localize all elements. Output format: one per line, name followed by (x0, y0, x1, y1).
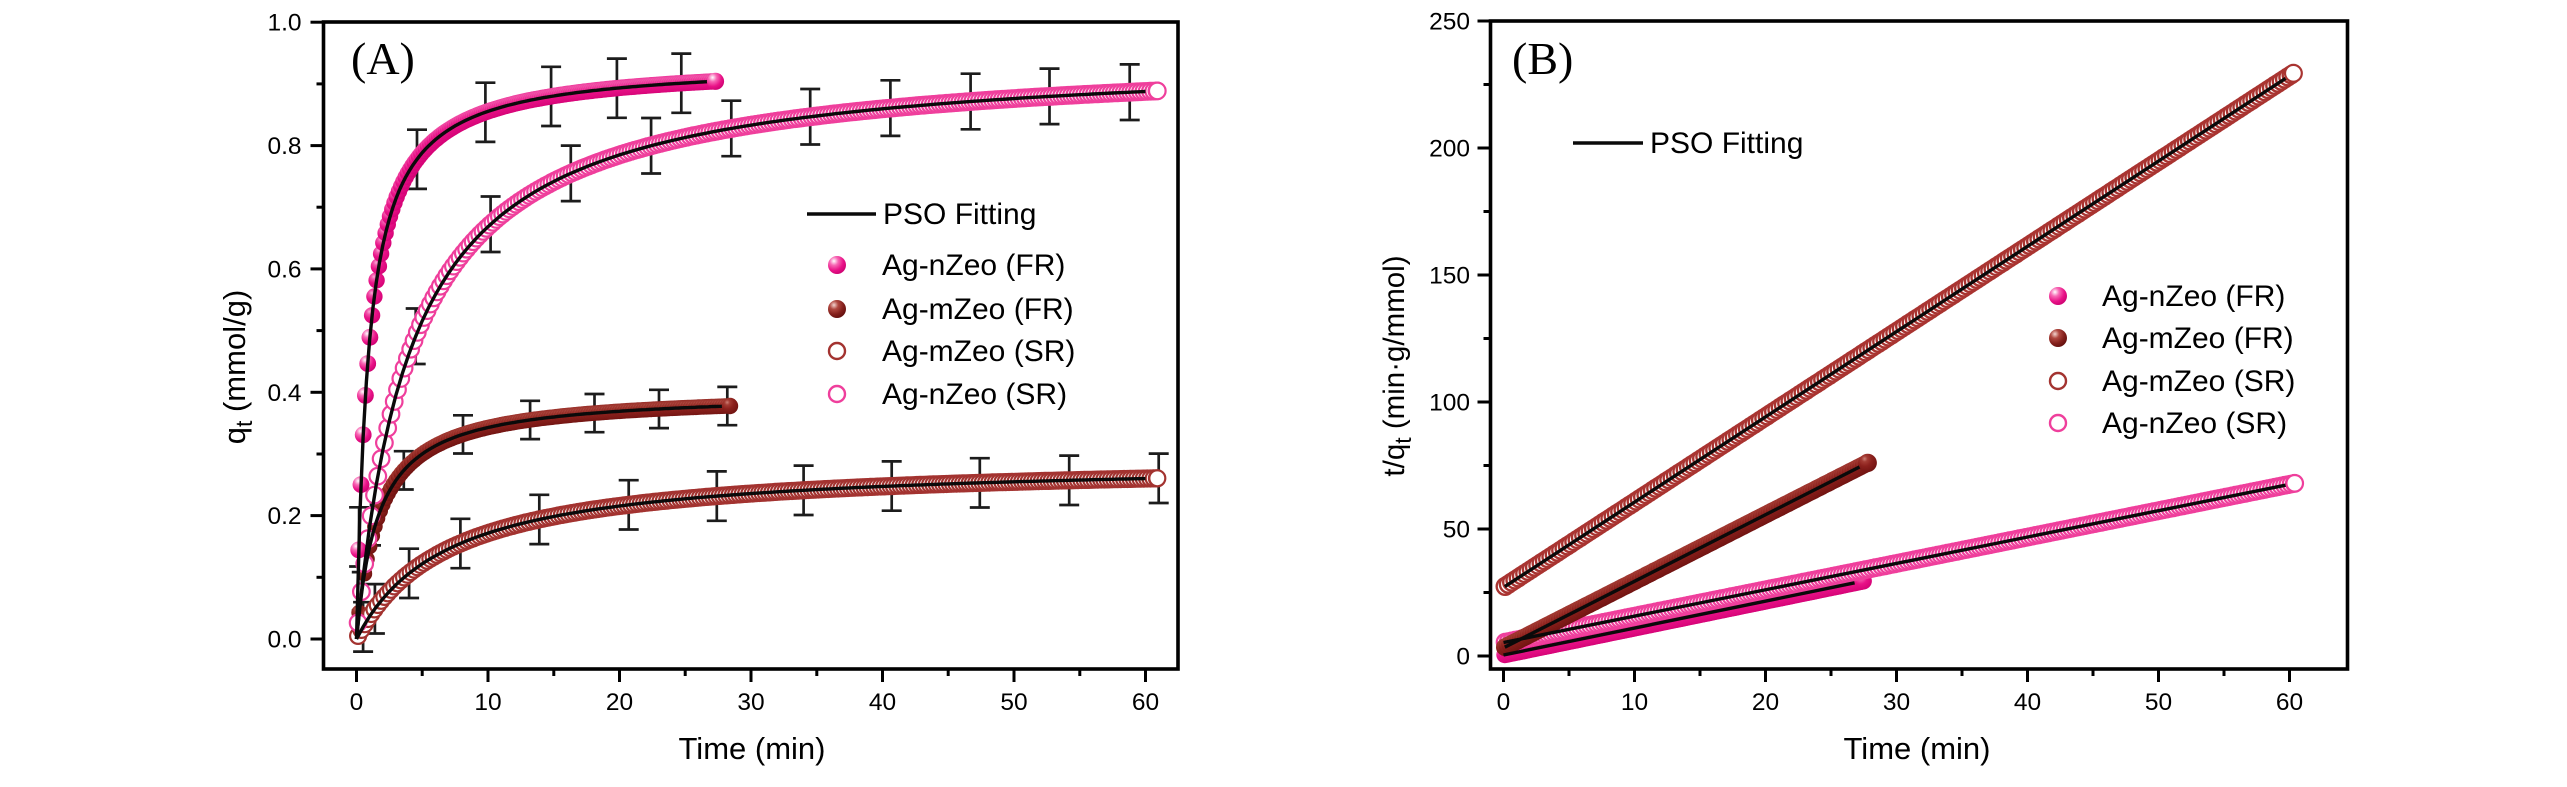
svg-text:40: 40 (2014, 689, 2041, 716)
svg-text:60: 60 (2276, 689, 2303, 716)
svg-text:Ag-nZeo (FR): Ag-nZeo (FR) (2102, 280, 2285, 313)
svg-text:0.8: 0.8 (267, 133, 301, 160)
svg-text:Ag-nZeo (FR): Ag-nZeo (FR) (882, 249, 1065, 282)
svg-text:0.2: 0.2 (267, 503, 301, 530)
svg-text:200: 200 (1429, 136, 1470, 163)
svg-text:Ag-mZeo (FR): Ag-mZeo (FR) (882, 293, 1074, 326)
svg-text:0: 0 (1456, 644, 1470, 671)
svg-text:Ag-nZeo (SR): Ag-nZeo (SR) (882, 378, 1067, 411)
svg-text:0.6: 0.6 (267, 256, 301, 283)
svg-text:20: 20 (606, 689, 633, 716)
svg-text:60: 60 (1132, 689, 1159, 716)
svg-text:Ag-nZeo (SR): Ag-nZeo (SR) (2102, 407, 2287, 440)
svg-text:Time (min): Time (min) (1844, 731, 1991, 766)
svg-text:250: 250 (1429, 9, 1470, 36)
svg-text:20: 20 (1752, 689, 1779, 716)
svg-text:30: 30 (1883, 689, 1910, 716)
svg-text:0.0: 0.0 (267, 627, 301, 654)
svg-text:Ag-mZeo (SR): Ag-mZeo (SR) (882, 335, 1075, 368)
svg-text:Ag-mZeo (FR): Ag-mZeo (FR) (2102, 322, 2294, 355)
svg-text:100: 100 (1429, 390, 1470, 417)
svg-text:(B): (B) (1512, 33, 1573, 84)
svg-text:0: 0 (1497, 689, 1511, 716)
svg-text:Ag-mZeo (SR): Ag-mZeo (SR) (2102, 365, 2295, 398)
svg-text:qt (mmol/g): qt (mmol/g) (217, 290, 257, 445)
svg-text:Time (min): Time (min) (679, 731, 826, 766)
svg-text:40: 40 (869, 689, 896, 716)
svg-text:1.0: 1.0 (267, 10, 301, 37)
svg-text:(A): (A) (351, 33, 415, 84)
svg-text:50: 50 (1443, 517, 1470, 544)
svg-text:10: 10 (474, 689, 501, 716)
svg-text:PSO Fitting: PSO Fitting (883, 198, 1036, 231)
svg-text:50: 50 (1000, 689, 1027, 716)
svg-text:30: 30 (737, 689, 764, 716)
svg-text:10: 10 (1621, 689, 1648, 716)
svg-text:PSO Fitting: PSO Fitting (1650, 127, 1803, 160)
svg-text:0.4: 0.4 (267, 380, 301, 407)
svg-text:0: 0 (350, 689, 364, 716)
svg-text:150: 150 (1429, 263, 1470, 290)
svg-text:50: 50 (2145, 689, 2172, 716)
